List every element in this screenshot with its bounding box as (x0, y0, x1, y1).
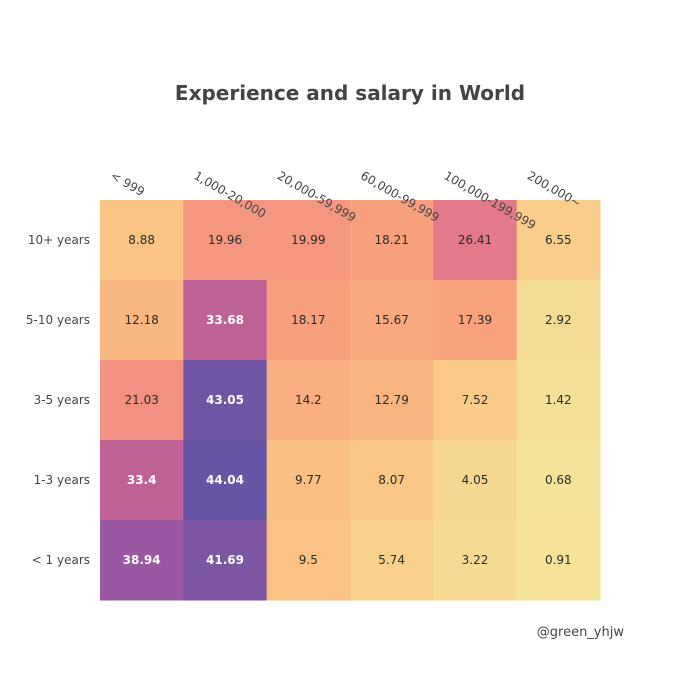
cell-value-label: 38.94 (123, 553, 161, 567)
heatmap-cell (433, 280, 518, 361)
cell-value-label: 21.03 (124, 393, 158, 407)
cell-value-label: 18.21 (374, 233, 408, 247)
heatmap-cell (433, 440, 518, 521)
cell-value-label: 15.67 (374, 313, 408, 327)
heatmap-cell (266, 280, 351, 361)
cell-value-label: 1.42 (545, 393, 572, 407)
heatmap-cell (183, 440, 268, 521)
cell-value-label: 19.99 (291, 233, 325, 247)
heatmap-cell (350, 200, 434, 281)
heatmap-cell (516, 280, 601, 361)
heatmap-cell (433, 200, 518, 281)
y-tick-label: 10+ years (28, 233, 90, 247)
cell-value-label: 9.5 (299, 553, 318, 567)
heatmap-cell (183, 520, 268, 601)
cell-value-label: 12.79 (374, 393, 408, 407)
heatmap-cell (350, 360, 434, 441)
heatmap-cell (266, 360, 351, 441)
heatmap-cell (516, 520, 601, 601)
heatmap-cell (100, 520, 184, 601)
cell-value-label: 8.07 (378, 473, 405, 487)
heatmap-cell (350, 440, 434, 521)
cell-value-label: 3.22 (462, 553, 489, 567)
cell-value-label: 43.05 (206, 393, 244, 407)
heatmap-cell (100, 440, 184, 521)
cell-value-label: 17.39 (458, 313, 492, 327)
cell-value-label: 7.52 (462, 393, 489, 407)
heatmap-cells (100, 200, 601, 601)
cell-value-label: 14.2 (295, 393, 322, 407)
y-tick-label: 5-10 years (26, 313, 90, 327)
heatmap-cell (100, 360, 184, 441)
heatmap-cell (266, 200, 351, 281)
cell-value-label: 2.92 (545, 313, 572, 327)
cell-value-label: 44.04 (206, 473, 244, 487)
heatmap-cell (516, 360, 601, 441)
heatmap-cell (183, 360, 268, 441)
heatmap-value-labels: 8.88 19.96 19.99 18.21 26.41 6.55 12.18 33.68 18… (123, 233, 572, 567)
cell-value-label: 9.77 (295, 473, 322, 487)
heatmap-cell (350, 280, 434, 361)
cell-value-label: 4.05 (462, 473, 489, 487)
cell-value-label: 12.18 (124, 313, 158, 327)
y-tick-label: < 1 years (32, 553, 90, 567)
heatmap-cell (433, 360, 518, 441)
cell-value-label: 41.69 (206, 553, 244, 567)
heatmap-cell (516, 200, 601, 281)
cell-value-label: 26.41 (458, 233, 492, 247)
heatmap-cell (266, 440, 351, 521)
cell-value-label: 18.17 (291, 313, 325, 327)
y-tick-label: 1-3 years (34, 473, 90, 487)
heatmap-cell (183, 200, 268, 281)
x-tick-label: < 999 (108, 168, 147, 199)
watermark-credit: @green_yhjw (537, 625, 625, 640)
cell-value-label: 5.74 (378, 553, 405, 567)
cell-value-label: 19.96 (208, 233, 242, 247)
cell-value-label: 8.88 (128, 233, 155, 247)
cell-value-label: 33.4 (127, 473, 157, 487)
heatmap-cell (266, 520, 351, 601)
cell-value-label: 0.91 (545, 553, 572, 567)
heatmap-cell (183, 280, 268, 361)
y-axis-ticks: 10+ years 5-10 years 3-5 years 1-3 years < 1… (26, 233, 90, 567)
heatmap-cell (516, 440, 601, 521)
chart-title: Experience and salary in World (175, 81, 525, 105)
cell-value-label: 0.68 (545, 473, 572, 487)
heatmap-cell (100, 200, 184, 281)
heatmap-cell (100, 280, 184, 361)
heatmap-cell (433, 520, 518, 601)
cell-value-label: 33.68 (206, 313, 244, 327)
cell-value-label: 6.55 (545, 233, 572, 247)
y-tick-label: 3-5 years (34, 393, 90, 407)
heatmap-cell (350, 520, 434, 601)
